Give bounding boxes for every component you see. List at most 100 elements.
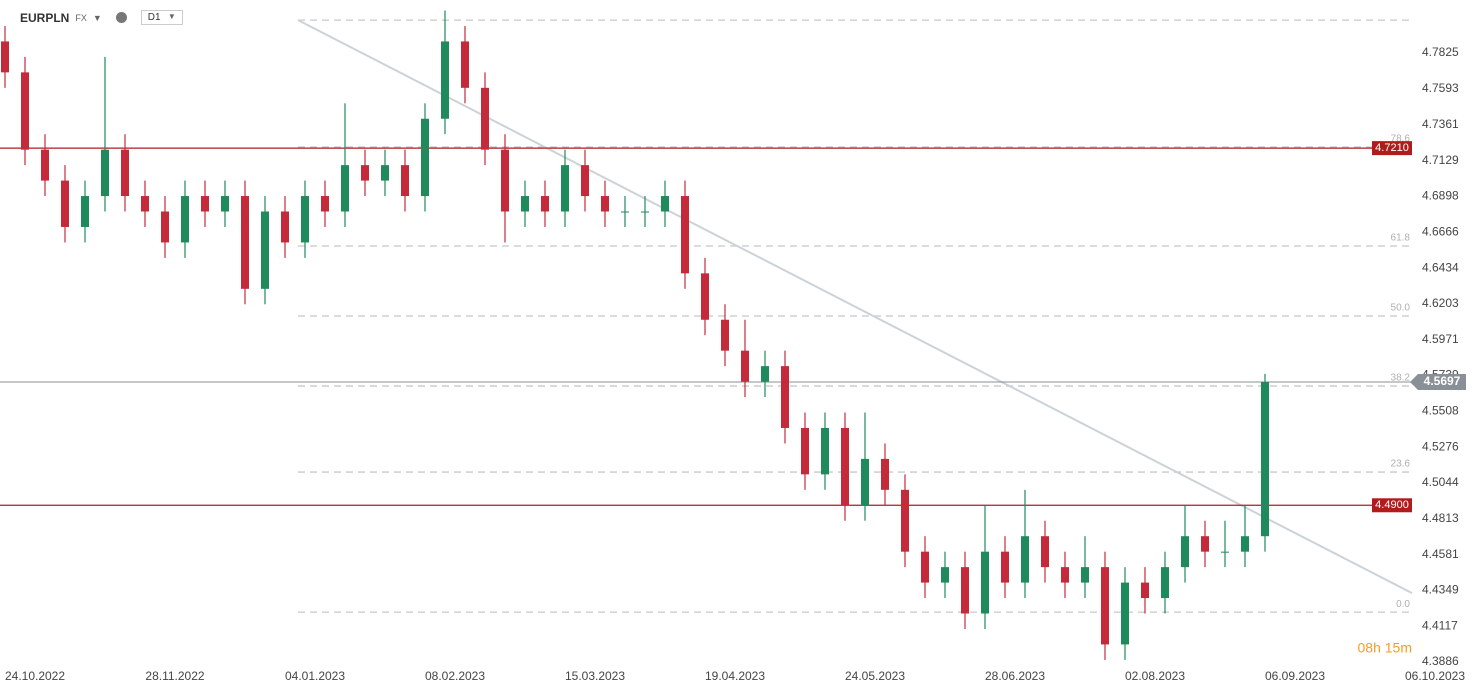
candle-body xyxy=(221,196,229,212)
candle-body xyxy=(321,196,329,212)
y-tick-label: 4.7593 xyxy=(1422,81,1459,95)
candle-body xyxy=(341,165,349,212)
candle-body xyxy=(1141,582,1149,599)
candle-body xyxy=(81,196,89,227)
market: FX xyxy=(75,12,87,23)
header: EURPLN FX ▼ D1 ▼ xyxy=(20,10,183,25)
y-tick-label: 4.6898 xyxy=(1422,189,1459,203)
candle-body xyxy=(21,72,29,150)
candle-body xyxy=(1241,536,1249,552)
candle-body xyxy=(681,196,689,274)
candle-body xyxy=(641,211,649,213)
candle-body xyxy=(941,567,949,583)
dropdown-arrow[interactable]: ▼ xyxy=(92,12,102,23)
y-tick-label: 4.3886 xyxy=(1422,654,1459,668)
y-tick-label: 4.7825 xyxy=(1422,45,1459,59)
x-tick-label: 06.10.2023 xyxy=(1405,669,1465,683)
candle-body xyxy=(741,350,749,382)
candle-body xyxy=(1041,536,1049,568)
last-price-tag xyxy=(1410,374,1466,391)
y-tick-label: 4.7361 xyxy=(1422,117,1459,131)
candle-body xyxy=(661,196,669,212)
candle-body xyxy=(421,118,429,197)
candle-body xyxy=(801,427,809,475)
countdown: 08h 15m xyxy=(1358,640,1412,656)
candle-body xyxy=(841,427,849,506)
x-tick-label: 24.10.2022 xyxy=(5,669,65,683)
candle-body xyxy=(621,211,629,213)
fib-label: 23.6 xyxy=(1391,459,1411,470)
candle-body xyxy=(821,427,829,475)
candle-body xyxy=(1161,567,1169,599)
candle-body xyxy=(1221,551,1229,553)
fib-label: 0.0 xyxy=(1396,599,1410,610)
candle-body xyxy=(521,196,529,212)
candle-body xyxy=(1061,567,1069,583)
candle-body xyxy=(121,149,129,197)
candle-body xyxy=(1001,551,1009,583)
last-price-label: 4.5697 xyxy=(1424,374,1461,388)
candle-body xyxy=(461,41,469,88)
candle-body xyxy=(561,165,569,212)
y-tick-label: 4.5971 xyxy=(1422,332,1459,346)
interval: D1 xyxy=(147,12,161,23)
candle-body xyxy=(181,196,189,243)
candle-body xyxy=(1,41,9,73)
x-tick-label: 06.09.2023 xyxy=(1265,669,1325,683)
candle-body xyxy=(721,319,729,351)
candle-body xyxy=(1081,567,1089,583)
candle-body xyxy=(101,149,109,197)
fib-label: 61.8 xyxy=(1391,233,1411,244)
candle-body xyxy=(701,273,709,320)
candle-body xyxy=(381,165,389,181)
x-tick-label: 24.05.2023 xyxy=(845,669,905,683)
candle-body xyxy=(241,196,249,289)
y-tick-label: 4.4813 xyxy=(1422,511,1459,525)
candle-body xyxy=(401,165,409,197)
x-tick-label: 08.02.2023 xyxy=(425,669,485,683)
x-tick-label: 19.04.2023 xyxy=(705,669,765,683)
candle-body xyxy=(141,196,149,212)
level-label: 4.7210 xyxy=(1375,142,1409,154)
x-tick-label: 02.08.2023 xyxy=(1125,669,1185,683)
level-tag xyxy=(1372,498,1412,513)
candle-body xyxy=(1101,567,1109,645)
y-tick-label: 4.5044 xyxy=(1422,475,1459,489)
candle-body xyxy=(1201,536,1209,552)
candle-body xyxy=(861,458,869,506)
candle-body xyxy=(541,196,549,212)
y-tick-label: 4.5276 xyxy=(1422,439,1459,453)
x-tick-label: 04.01.2023 xyxy=(285,669,345,683)
candle-body xyxy=(281,211,289,243)
candle-body xyxy=(961,567,969,614)
candle-body xyxy=(41,149,49,181)
info-icon[interactable] xyxy=(115,12,127,23)
y-tick-label: 4.6434 xyxy=(1422,260,1459,274)
y-tick-label: 4.4117 xyxy=(1422,619,1458,633)
symbol[interactable]: EURPLN xyxy=(20,10,70,25)
fib-label: 38.2 xyxy=(1391,373,1411,384)
level-label: 4.4900 xyxy=(1375,499,1409,511)
candle-body xyxy=(761,366,769,382)
candle-body xyxy=(1021,536,1029,583)
candle-body xyxy=(441,41,449,119)
candle-body xyxy=(881,458,889,490)
fib-label: 78.6 xyxy=(1391,134,1411,145)
fib-label: 50.0 xyxy=(1391,303,1411,314)
candle-body xyxy=(981,551,989,614)
y-tick-label: 4.4581 xyxy=(1422,547,1459,561)
y-tick-label: 4.6203 xyxy=(1422,296,1459,310)
y-tick-label: 4.4349 xyxy=(1422,583,1459,597)
candle-body xyxy=(301,196,309,243)
candle-body xyxy=(61,180,69,227)
x-tick-label: 28.06.2023 xyxy=(985,669,1045,683)
candle-body xyxy=(361,165,369,181)
y-tick-label: 4.7129 xyxy=(1422,153,1459,167)
candle-body xyxy=(161,211,169,243)
candle-body xyxy=(1261,382,1269,537)
candle-body xyxy=(201,196,209,212)
interval-select[interactable]: D1 ▼ xyxy=(140,10,183,25)
candle-body xyxy=(601,196,609,212)
y-tick-label: 4.6666 xyxy=(1422,224,1459,238)
